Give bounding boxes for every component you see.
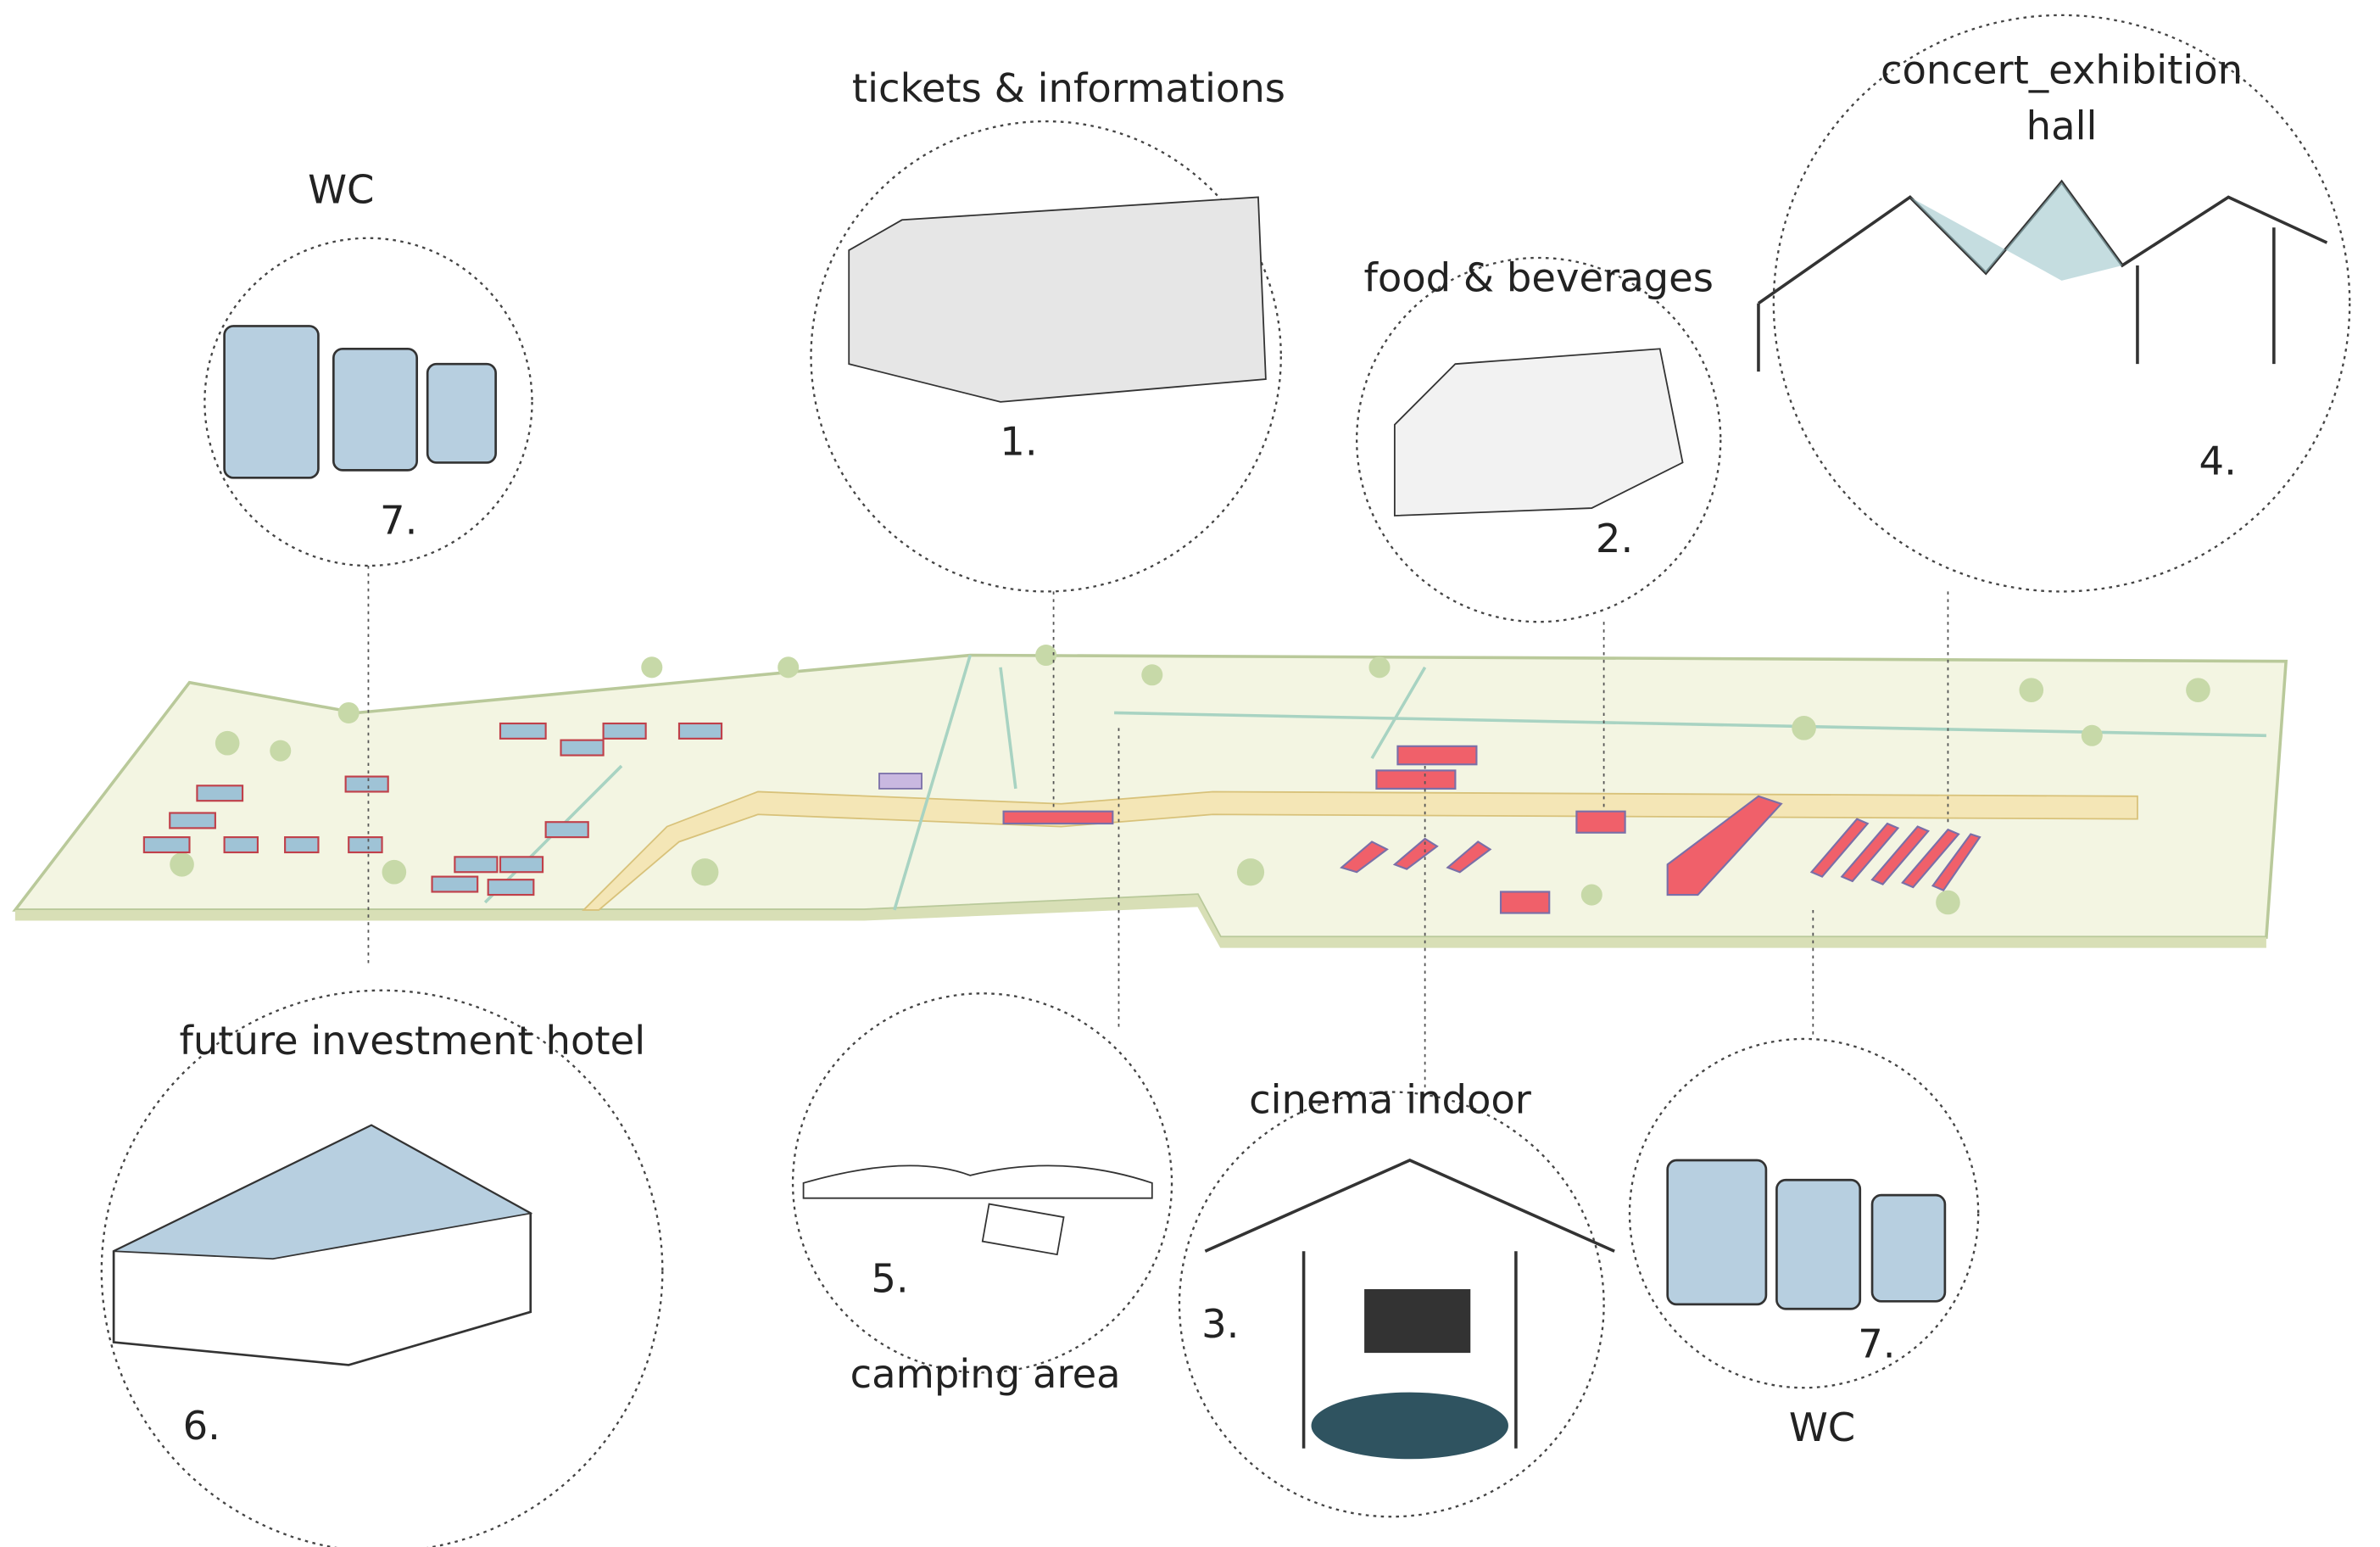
callout-number: 7. bbox=[380, 497, 417, 543]
callout-number: 7. bbox=[1858, 1321, 1895, 1366]
callout-ring bbox=[1774, 15, 2349, 592]
site-plan bbox=[15, 645, 2286, 948]
callout-number: 4. bbox=[2199, 438, 2237, 484]
callout-label: concert_exhibition bbox=[1881, 47, 2243, 92]
callout: WC 7. bbox=[204, 167, 532, 566]
callout-number: 2. bbox=[1596, 516, 1633, 561]
callout: WC 7. bbox=[1630, 1039, 1978, 1450]
callout: future investment hotel 6. bbox=[102, 991, 663, 1547]
callout: camping area 5. bbox=[793, 993, 1172, 1397]
callout: cinema indoor 3. bbox=[1179, 1077, 1614, 1517]
callout-label: hall bbox=[2026, 103, 2098, 148]
callout-label: cinema indoor bbox=[1249, 1077, 1532, 1123]
callout-label: food & beverages bbox=[1363, 254, 1714, 300]
callout-label: tickets & informations bbox=[852, 65, 1285, 111]
callout-number: 1. bbox=[1000, 418, 1037, 464]
callout: tickets & informations 1. bbox=[811, 65, 1285, 592]
callout-number: 6. bbox=[183, 1403, 220, 1449]
diagram: tickets & informations 1. food & beverag… bbox=[0, 0, 2380, 1547]
callout-number: 3. bbox=[1201, 1301, 1239, 1347]
callout-label: WC bbox=[1789, 1405, 1855, 1450]
callout: concert_exhibition hall 4. bbox=[1759, 15, 2349, 592]
callout-label: future investment hotel bbox=[179, 1018, 645, 1064]
callout-number: 5. bbox=[871, 1256, 908, 1302]
callout-label: camping area bbox=[850, 1351, 1121, 1397]
callout-label: WC bbox=[308, 167, 374, 213]
callout: food & beverages 2. bbox=[1357, 254, 1720, 622]
